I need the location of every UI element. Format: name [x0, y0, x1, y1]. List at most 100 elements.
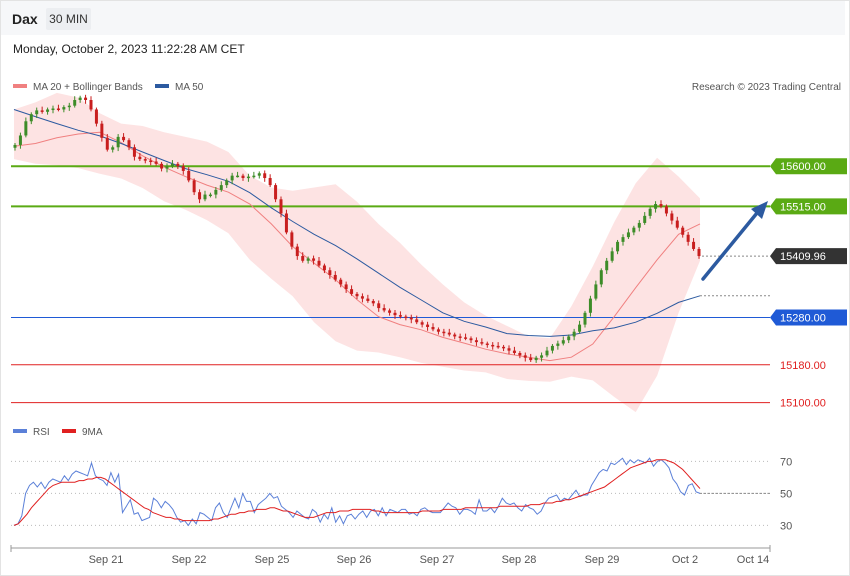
down-candle [670, 213, 674, 221]
down-candle [686, 234, 690, 242]
down-candle [371, 300, 375, 304]
down-candle [382, 308, 386, 311]
rsi-legend-swatch [13, 429, 27, 433]
ma50-legend-swatch [155, 84, 169, 88]
down-candle [659, 204, 663, 207]
bollinger-band-area [14, 92, 700, 413]
candles-layer [13, 94, 701, 363]
up-candle [599, 270, 603, 285]
down-candle [431, 326, 435, 330]
down-candle [263, 173, 267, 179]
down-candle [333, 274, 337, 280]
down-candle [56, 108, 60, 111]
down-candle [388, 310, 392, 313]
up-candle [561, 340, 565, 344]
up-candle [540, 355, 544, 358]
down-candle [458, 336, 462, 338]
down-candle [241, 175, 245, 179]
forecast-arrow [701, 201, 768, 281]
down-candle [415, 319, 419, 323]
rsi-tick-50: 50 [780, 488, 792, 500]
down-candle [485, 343, 489, 346]
down-candle [143, 159, 147, 161]
last-label-15409.96: 15409.96 [780, 251, 826, 263]
up-candle [73, 100, 77, 106]
up-candle [62, 107, 66, 110]
rsi-ma-legend-swatch [62, 429, 76, 433]
rsi-ma-line [13, 459, 701, 526]
up-candle [616, 241, 620, 252]
down-candle [420, 322, 424, 325]
up-candle [654, 204, 658, 209]
up-candle [306, 258, 310, 261]
down-candle [377, 303, 381, 309]
up-candle [35, 110, 39, 115]
down-candle [100, 123, 104, 138]
rsi-panel: 70 50 30 [11, 456, 792, 532]
down-candle [322, 265, 326, 271]
down-candle [393, 312, 397, 316]
down-candle [154, 161, 158, 164]
up-candle [51, 108, 55, 111]
pivot-label-15280.00: 15280.00 [780, 313, 826, 325]
down-candle [312, 258, 316, 261]
rsi-tick-70: 70 [780, 456, 792, 468]
x-tick-label: Sep 26 [337, 554, 372, 566]
rsi-legend-label: RSI [33, 427, 50, 438]
down-candle [409, 317, 413, 320]
resistance-label-box-15600.00 [770, 158, 847, 175]
down-candle [160, 163, 164, 169]
down-candle [697, 248, 701, 257]
up-candle [18, 135, 22, 145]
down-candle [480, 342, 484, 344]
down-candle [366, 298, 370, 301]
down-candle [149, 160, 153, 163]
resistance-label-15600.00: 15600.00 [780, 161, 826, 173]
down-candle [84, 97, 88, 100]
down-candle [436, 329, 440, 332]
up-candle [583, 312, 587, 325]
up-candle [610, 251, 614, 261]
rsi-line [13, 457, 701, 527]
up-candle [116, 136, 120, 148]
down-candle [176, 163, 180, 167]
x-tick-label: Sep 25 [255, 554, 290, 566]
down-candle [279, 199, 283, 214]
down-candle [274, 185, 278, 200]
x-tick-label: Sep 27 [420, 554, 455, 566]
down-candle [290, 232, 294, 247]
support-label-15180.00: 15180.00 [780, 360, 826, 372]
down-candle [491, 344, 495, 347]
down-candle [529, 357, 533, 361]
up-candle [572, 331, 576, 337]
down-candle [518, 352, 522, 356]
rsi-ma-legend-label: 9MA [82, 427, 103, 438]
up-candle [24, 121, 28, 136]
up-candle [225, 180, 229, 186]
up-candle [621, 237, 625, 242]
x-tick-label: Oct 14 [737, 554, 769, 566]
pivot-label-box-15280.00 [770, 309, 847, 326]
ma20-legend-swatch [13, 84, 27, 88]
up-candle [46, 109, 50, 112]
x-tick-label: Sep 21 [89, 554, 124, 566]
down-candle [268, 178, 272, 186]
bollinger-layer [14, 92, 700, 413]
timeframe-button[interactable]: 30 MIN [46, 8, 91, 30]
down-candle [301, 256, 305, 261]
down-candle [447, 332, 451, 335]
support-label-15100.00: 15100.00 [780, 398, 826, 410]
down-candle [328, 270, 332, 275]
credit-label: Research © 2023 Trading Central [692, 82, 841, 93]
levels-layer [11, 165, 770, 404]
resistance-label-15515.00: 15515.00 [780, 201, 826, 213]
top-bar: Dax 30 MIN [1, 1, 845, 35]
x-tick-label: Sep 28 [502, 554, 537, 566]
down-candle [198, 192, 202, 200]
up-candle [29, 114, 33, 122]
down-candle [192, 180, 196, 193]
down-candle [469, 338, 473, 341]
up-candle [246, 176, 250, 179]
down-candle [344, 284, 348, 290]
